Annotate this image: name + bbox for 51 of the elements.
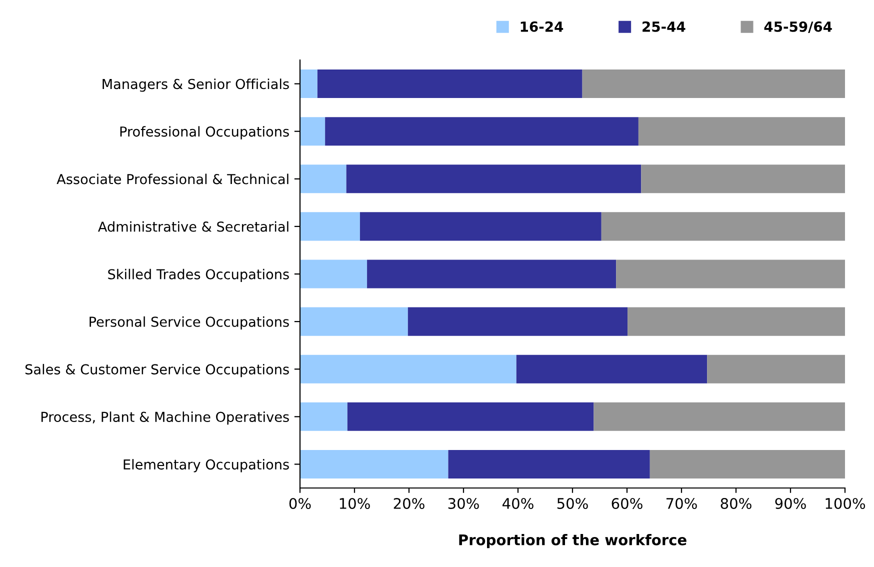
bar xyxy=(300,212,360,241)
x-tick-label: 50% xyxy=(557,498,588,510)
y-tick-label: Process, Plant & Machine Operatives xyxy=(41,411,289,425)
bar xyxy=(300,70,318,98)
bar xyxy=(650,450,845,478)
y-tick-label: Professional Occupations xyxy=(120,126,289,140)
x-tick-label: 100% xyxy=(826,498,866,510)
y-tick-label: Skilled Trades Occupations xyxy=(108,268,289,282)
bar xyxy=(516,354,708,384)
bar xyxy=(317,70,582,98)
x-tick-label: 60% xyxy=(612,498,642,510)
x-tick-label: 0% xyxy=(289,498,311,510)
bar xyxy=(582,70,845,98)
bar xyxy=(300,117,326,146)
bar xyxy=(347,402,594,431)
bar xyxy=(300,450,448,478)
y-tick-label: Associate Professional & Technical xyxy=(56,174,288,184)
y-tick-label: Administrative & Secretarial xyxy=(98,221,288,232)
bar xyxy=(641,164,845,194)
bar xyxy=(601,212,845,241)
x-tick-label: 40% xyxy=(502,498,534,510)
legend-label: 16-24 xyxy=(520,21,564,32)
bar xyxy=(448,450,650,478)
bar xyxy=(300,307,408,336)
legend-label: 45-59/64 xyxy=(764,21,832,33)
bar xyxy=(594,402,845,431)
y-tick-label: Personal Service Occupations xyxy=(90,316,289,330)
bar xyxy=(300,260,368,288)
bar xyxy=(300,402,348,431)
y-tick-label: Elementary Occupations xyxy=(124,459,289,472)
bar xyxy=(408,307,628,336)
bar xyxy=(367,260,616,288)
bar xyxy=(346,164,642,194)
y-tick-label: Managers & Senior Officials xyxy=(102,78,289,92)
x-tick-label: 90% xyxy=(775,498,806,510)
x-tick-label: 30% xyxy=(448,498,479,510)
bar xyxy=(300,354,516,384)
bar xyxy=(616,260,845,288)
x-axis-title: Proportion of the workforce xyxy=(459,534,686,548)
bar xyxy=(638,117,845,146)
bar xyxy=(325,117,638,146)
x-tick-label: 80% xyxy=(720,498,752,510)
bar xyxy=(707,354,845,384)
x-tick-label: 70% xyxy=(666,498,697,510)
bar xyxy=(300,164,346,194)
x-tick-label: 10% xyxy=(340,498,370,510)
bar xyxy=(360,212,602,241)
y-tick-label: Sales & Customer Service Occupations xyxy=(25,364,289,378)
x-tick-label: 20% xyxy=(394,498,424,510)
bar xyxy=(628,307,845,336)
legend-label: 25-44 xyxy=(642,21,686,32)
